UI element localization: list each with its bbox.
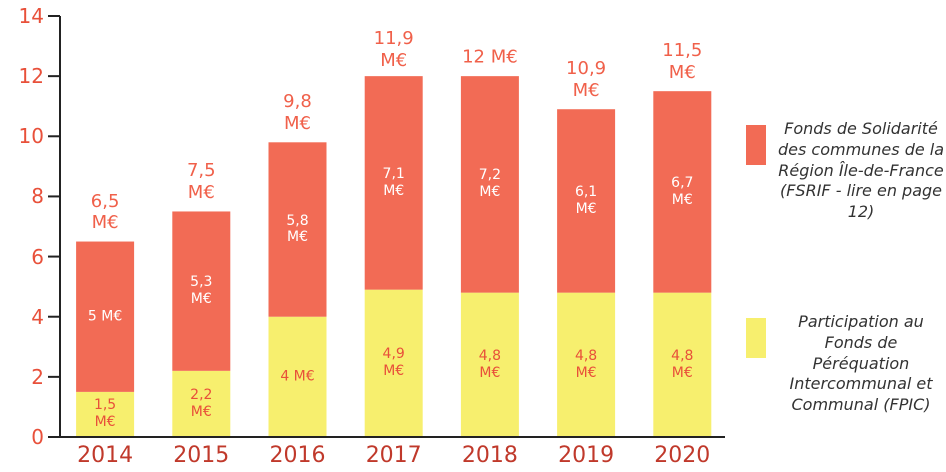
bar-segment bbox=[557, 292, 616, 437]
legend-swatch bbox=[746, 318, 766, 358]
bar-segment bbox=[364, 289, 423, 437]
value-label: 4,8 M€ bbox=[574, 348, 598, 381]
total-label: 11,9 M€ bbox=[373, 27, 414, 71]
value-label: 4,8 M€ bbox=[478, 348, 502, 381]
x-tick-label: 2019 bbox=[558, 443, 615, 468]
total-label: 7,5 M€ bbox=[186, 160, 216, 203]
bar-segment bbox=[653, 91, 712, 293]
total-label: 6,5 M€ bbox=[90, 190, 120, 233]
y-tick-label: 2 bbox=[31, 364, 44, 389]
bar-segment bbox=[364, 76, 423, 290]
bar-segment bbox=[76, 241, 135, 392]
bar-segment bbox=[268, 142, 327, 317]
value-label: 5,3 M€ bbox=[190, 274, 213, 308]
bar-segment bbox=[268, 316, 327, 437]
x-tick-label: 2016 bbox=[269, 443, 326, 468]
bar-segment bbox=[557, 109, 616, 293]
bar-segment bbox=[76, 391, 135, 437]
total-label: 12 M€ bbox=[462, 46, 518, 68]
bar-segment bbox=[172, 370, 231, 437]
legend-swatch bbox=[746, 125, 766, 165]
value-label: 2,2 M€ bbox=[190, 387, 213, 420]
x-tick-label: 2014 bbox=[77, 443, 134, 468]
value-label: 4 M€ bbox=[280, 368, 315, 385]
value-label: 4,8 M€ bbox=[671, 348, 694, 381]
x-tick-label: 2018 bbox=[461, 443, 518, 468]
legend-label: Fonds de Solidarité des communes de la R… bbox=[777, 119, 945, 222]
bar-segment bbox=[460, 292, 519, 437]
bar-segment bbox=[172, 211, 231, 371]
y-tick-label: 6 bbox=[31, 244, 44, 269]
x-tick-label: 2015 bbox=[173, 443, 230, 468]
value-label: 7,2 M€ bbox=[478, 167, 502, 201]
x-tick-label: 2017 bbox=[365, 443, 422, 468]
bar-segment bbox=[460, 76, 519, 293]
value-label: 6,7 M€ bbox=[671, 175, 694, 208]
value-label: 4,9 M€ bbox=[382, 346, 405, 380]
y-tick-label: 14 bbox=[18, 4, 44, 28]
value-label: 5,8 M€ bbox=[286, 212, 309, 246]
total-label: 11,5 M€ bbox=[662, 39, 703, 83]
x-tick-label: 2020 bbox=[654, 443, 711, 468]
total-label: 10,9 M€ bbox=[566, 58, 607, 101]
legend-label: Participation au Fonds de Péréquation In… bbox=[789, 312, 933, 415]
value-label: 1,5 M€ bbox=[93, 397, 117, 431]
y-tick-label: 8 bbox=[31, 184, 44, 209]
value-label: 7,1 M€ bbox=[382, 166, 405, 199]
value-label: 6,1 M€ bbox=[574, 184, 598, 217]
y-tick-label: 4 bbox=[31, 304, 44, 329]
y-tick-label: 0 bbox=[31, 425, 44, 449]
bar-segment bbox=[653, 292, 712, 437]
total-label: 9,8 M€ bbox=[283, 91, 312, 134]
value-label: 5 M€ bbox=[87, 308, 123, 325]
y-tick-label: 12 bbox=[18, 64, 44, 89]
y-tick-label: 10 bbox=[18, 124, 44, 149]
